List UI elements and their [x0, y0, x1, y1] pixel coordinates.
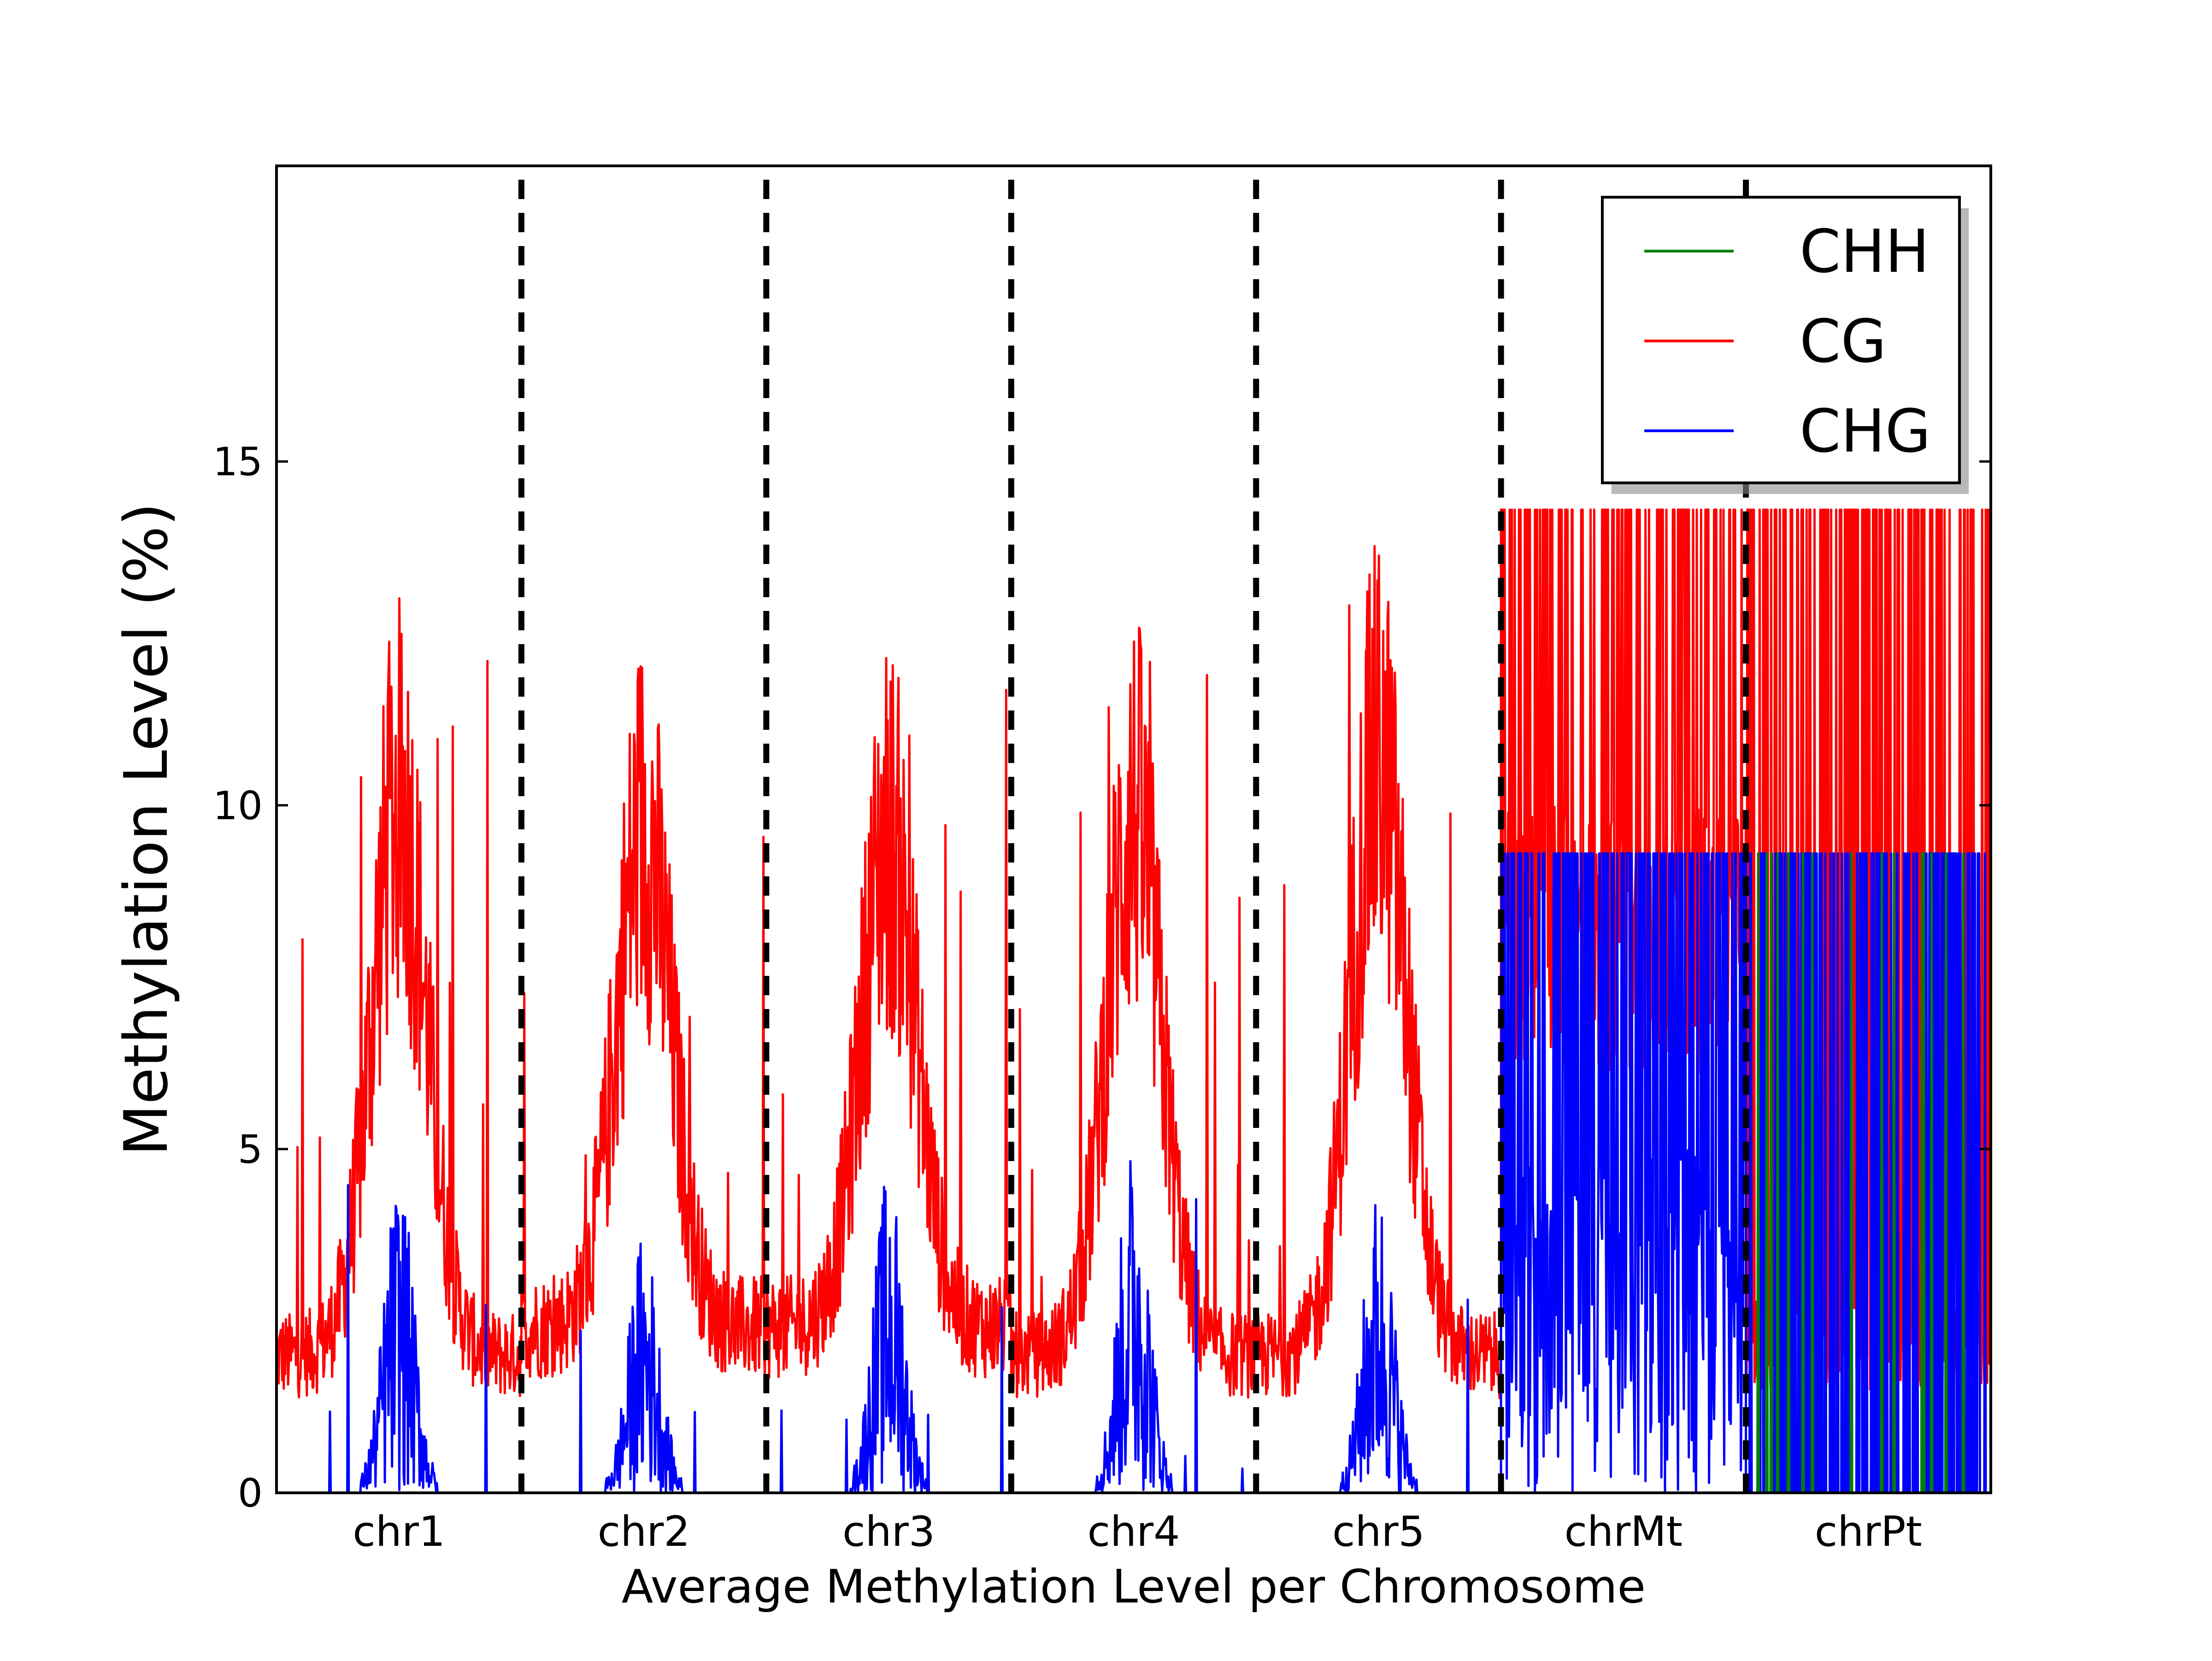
x-tick-label-chr1: chr1	[353, 1508, 445, 1556]
y-tick-label: 10	[213, 783, 263, 829]
axis-layer: 0 5 10 15 chr1 chr2 chr3 chr4 chr5 chrMt chrPt	[213, 440, 1991, 1556]
x-tick-label-chrpt: chrPt	[1815, 1508, 1922, 1556]
plot-frame	[275, 164, 1992, 1494]
x-tick-label-chr2: chr2	[598, 1508, 690, 1556]
series-layer	[276, 508, 1991, 1493]
y-tick-label: 0	[238, 1471, 263, 1516]
x-tick-label-chr3: chr3	[842, 1508, 935, 1556]
x-axis-label: Average Methylation Level per Chromosome	[622, 1560, 1646, 1614]
legend-label-chg: CHG	[1800, 397, 1931, 466]
x-tick-label-chrmt: chrMt	[1565, 1508, 1683, 1556]
x-tick-label-chr5: chr5	[1332, 1508, 1425, 1556]
x-tick-label-chr4: chr4	[1088, 1508, 1180, 1556]
y-axis-label: Methylation Level (%)	[111, 503, 181, 1156]
legend: CHH CG CHG	[1601, 196, 1969, 494]
y-tick-label: 5	[238, 1127, 263, 1173]
legend-label-chh: CHH	[1800, 217, 1930, 286]
series-line-chg	[276, 852, 1991, 1493]
series-line-cg	[276, 508, 1991, 1399]
y-tick-label: 15	[213, 440, 263, 485]
legend-label-cg: CG	[1800, 307, 1887, 376]
